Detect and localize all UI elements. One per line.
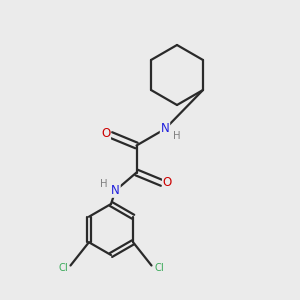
Text: H: H xyxy=(100,179,107,189)
Text: Cl: Cl xyxy=(58,263,68,273)
Text: O: O xyxy=(163,176,172,190)
Text: N: N xyxy=(111,184,120,197)
Text: N: N xyxy=(160,122,169,136)
Text: Cl: Cl xyxy=(154,263,164,273)
Text: H: H xyxy=(173,130,180,141)
Text: O: O xyxy=(101,127,110,140)
